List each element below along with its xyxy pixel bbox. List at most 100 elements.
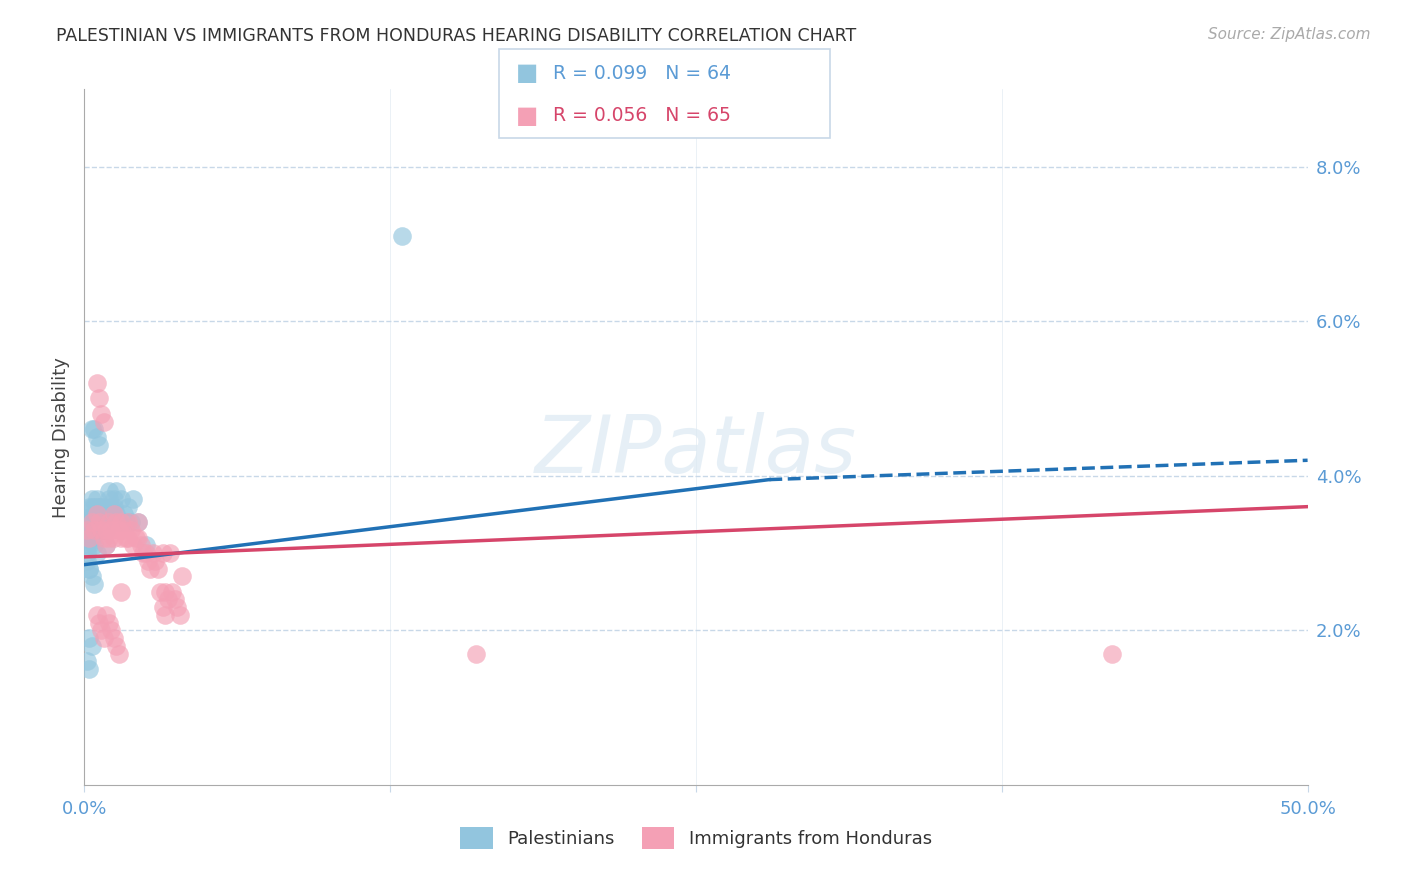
- Point: [77, 515, 100, 529]
- Point: [83, 422, 105, 436]
- Point: [83, 577, 105, 591]
- Point: [110, 491, 132, 506]
- Point: [117, 500, 139, 514]
- Point: [152, 546, 174, 560]
- Point: [87, 438, 110, 452]
- Point: [110, 531, 132, 545]
- Point: [86, 607, 108, 622]
- Point: [87, 515, 110, 529]
- Point: [77, 561, 100, 575]
- Point: [77, 523, 100, 537]
- Point: [86, 508, 108, 522]
- Point: [76, 538, 98, 552]
- Point: [122, 491, 145, 506]
- Point: [86, 508, 108, 522]
- Point: [86, 500, 108, 514]
- Point: [76, 511, 98, 525]
- Point: [76, 523, 98, 537]
- Point: [90, 624, 112, 638]
- Point: [76, 523, 98, 537]
- Point: [159, 546, 181, 560]
- Legend: Palestinians, Immigrants from Honduras: Palestinians, Immigrants from Honduras: [453, 820, 939, 856]
- Point: [83, 508, 105, 522]
- Text: PALESTINIAN VS IMMIGRANTS FROM HONDURAS HEARING DISABILITY CORRELATION CHART: PALESTINIAN VS IMMIGRANTS FROM HONDURAS …: [56, 27, 856, 45]
- Point: [80, 422, 103, 436]
- Point: [76, 554, 98, 568]
- Point: [100, 508, 122, 522]
- Point: [391, 229, 413, 244]
- Point: [103, 531, 125, 545]
- Point: [96, 607, 118, 622]
- Point: [122, 538, 145, 552]
- Point: [100, 523, 122, 537]
- Point: [97, 515, 120, 529]
- Point: [96, 523, 118, 537]
- Point: [97, 491, 120, 506]
- Point: [107, 523, 129, 537]
- Point: [77, 538, 100, 552]
- Point: [80, 515, 103, 529]
- Point: [80, 500, 103, 514]
- Point: [93, 531, 115, 545]
- Point: [97, 615, 120, 630]
- Text: ZIPatlas: ZIPatlas: [534, 412, 858, 490]
- Point: [77, 631, 100, 645]
- Point: [136, 554, 159, 568]
- Point: [149, 584, 172, 599]
- Point: [80, 531, 103, 545]
- Point: [112, 508, 135, 522]
- Point: [83, 538, 105, 552]
- Point: [110, 515, 132, 529]
- Point: [132, 546, 155, 560]
- Point: [86, 546, 108, 560]
- Point: [77, 561, 100, 575]
- Point: [100, 500, 122, 514]
- Point: [162, 584, 184, 599]
- Y-axis label: Hearing Disability: Hearing Disability: [52, 357, 70, 517]
- Point: [80, 639, 103, 653]
- Point: [87, 615, 110, 630]
- Point: [77, 531, 100, 545]
- Point: [93, 523, 115, 537]
- Point: [142, 546, 165, 560]
- Point: [80, 515, 103, 529]
- Point: [146, 561, 169, 575]
- Point: [169, 607, 191, 622]
- Point: [1101, 647, 1123, 661]
- Text: ■: ■: [516, 62, 538, 85]
- Point: [103, 508, 125, 522]
- Point: [86, 376, 108, 390]
- Point: [105, 639, 128, 653]
- Point: [103, 491, 125, 506]
- Point: [87, 500, 110, 514]
- Point: [153, 584, 176, 599]
- Point: [83, 500, 105, 514]
- Point: [76, 531, 98, 545]
- Point: [77, 662, 100, 676]
- Point: [107, 515, 129, 529]
- Point: [103, 631, 125, 645]
- Point: [90, 523, 112, 537]
- Point: [125, 531, 148, 545]
- Point: [93, 508, 115, 522]
- Point: [127, 515, 149, 529]
- Point: [120, 515, 142, 529]
- Point: [87, 392, 110, 406]
- Point: [90, 407, 112, 421]
- Point: [143, 554, 166, 568]
- Point: [127, 515, 149, 529]
- Point: [76, 546, 98, 560]
- Point: [120, 523, 142, 537]
- Text: ■: ■: [516, 104, 538, 128]
- Point: [97, 484, 120, 499]
- Point: [90, 508, 112, 522]
- Point: [86, 430, 108, 444]
- Point: [172, 569, 194, 583]
- Point: [77, 500, 100, 514]
- Text: Source: ZipAtlas.com: Source: ZipAtlas.com: [1208, 27, 1371, 42]
- Point: [87, 523, 110, 537]
- Point: [112, 523, 135, 537]
- Point: [115, 531, 138, 545]
- Point: [90, 500, 112, 514]
- Point: [83, 523, 105, 537]
